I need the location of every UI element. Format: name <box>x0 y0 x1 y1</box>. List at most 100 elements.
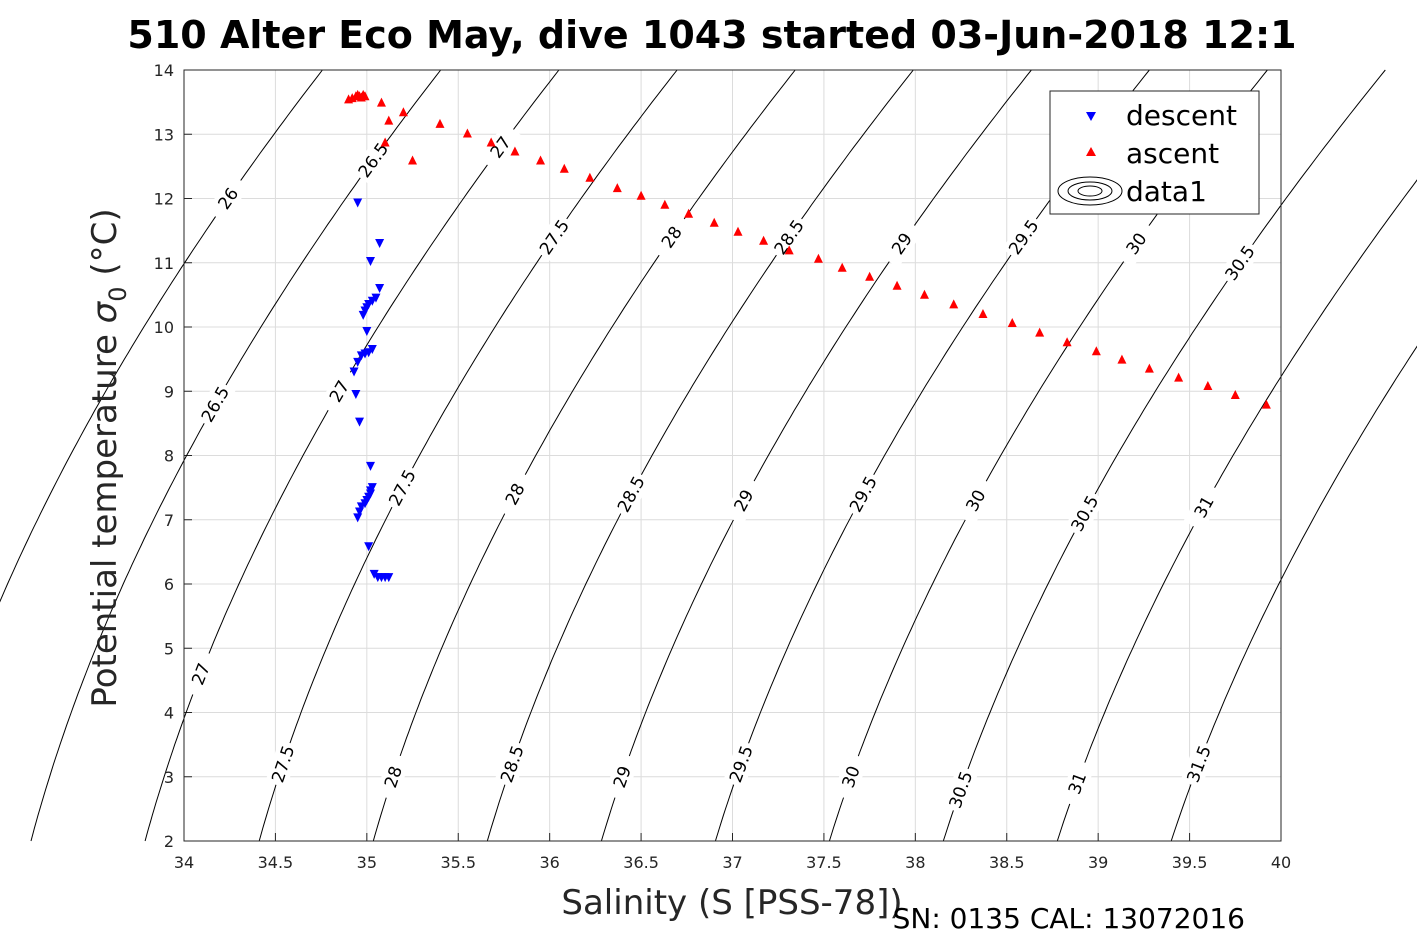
ascent-point <box>398 107 408 117</box>
contour-label-mask <box>206 174 250 223</box>
chart-title: 510 Alter Eco May, dive 1043 started 03-… <box>127 13 1296 57</box>
ascent-point <box>949 299 959 309</box>
contour-label-mask <box>723 739 759 789</box>
descent-point <box>362 326 372 336</box>
ascent-point <box>709 217 719 227</box>
contour-line <box>942 69 1386 842</box>
contour-label-mask <box>1059 758 1096 808</box>
contour-label-mask <box>375 752 411 802</box>
contour-label-mask <box>532 212 576 262</box>
contour-label-mask <box>942 765 979 815</box>
contour-label-mask <box>478 122 523 172</box>
ascent-point <box>978 309 988 319</box>
y-axis-label-symbol: σ <box>85 300 125 323</box>
ascent-point <box>536 155 546 165</box>
y-tick-label: 8 <box>164 447 174 466</box>
y-tick-label: 14 <box>154 61 174 80</box>
y-axis-label-suffix: (°C) <box>85 208 125 286</box>
x-axis-label: Salinity (S [PSS-78]) <box>561 883 902 923</box>
contour-label-mask <box>649 212 694 262</box>
contour-label-mask <box>351 135 395 185</box>
descent-point <box>355 507 365 517</box>
ascent-point <box>892 280 902 290</box>
y-axis-label-subscript: 0 <box>104 286 132 301</box>
ascent-point <box>865 271 875 281</box>
descent-point <box>351 389 361 399</box>
legend-ascent-label: ascent <box>1126 137 1219 170</box>
contour-label-mask <box>1114 219 1158 268</box>
x-tick-label: 36 <box>539 853 559 872</box>
ascent-point <box>380 137 390 147</box>
legend-data1-label: data1 <box>1126 175 1207 208</box>
ascent-point <box>1203 380 1213 390</box>
y-tick-label: 6 <box>164 575 174 594</box>
descent-point <box>375 283 385 293</box>
y-tick-label: 9 <box>164 382 174 401</box>
contour-label-mask <box>723 475 764 526</box>
contour-line <box>144 69 560 842</box>
x-tick-label: 38.5 <box>989 853 1025 872</box>
ascent-point <box>1035 327 1045 337</box>
contour-label-mask <box>955 475 996 526</box>
contour-legend-icon <box>1057 176 1123 206</box>
descent-point <box>353 357 363 367</box>
x-tick-label: 37.5 <box>806 853 842 872</box>
grid-lines <box>183 69 1282 842</box>
contour-label-mask <box>767 212 811 262</box>
ascent-point <box>1117 354 1127 364</box>
ascent-point <box>684 208 694 218</box>
contour-label-mask <box>842 469 884 519</box>
contour-label-mask <box>1218 238 1262 288</box>
descent-point <box>365 461 375 471</box>
y-tick-label: 10 <box>154 318 174 337</box>
contour-line <box>1056 179 1417 842</box>
legend-box <box>1049 90 1260 215</box>
descent-point <box>358 310 368 320</box>
ascent-point <box>660 199 670 209</box>
y-tick-label: 3 <box>164 768 174 787</box>
contour-label-mask <box>1001 212 1046 262</box>
y-tick-labels: 2 3 4 5 6 7 8 9 10 11 12 13 14 <box>154 61 174 851</box>
contour-line <box>30 69 442 842</box>
contour-label-mask <box>1183 482 1225 532</box>
x-tick-label: 40 <box>1271 853 1291 872</box>
density-contours <box>0 69 1417 842</box>
x-tick-label: 39 <box>1088 853 1108 872</box>
contour-label-mask <box>265 739 301 789</box>
ascent-point <box>486 137 496 147</box>
descent-point <box>356 351 366 361</box>
y-axis-label-prefix: Potential temperature <box>85 323 125 707</box>
descent-point <box>349 367 359 377</box>
ascent-point <box>510 146 520 156</box>
ascent-series <box>344 89 1271 409</box>
ascent-legend-marker <box>1086 147 1096 156</box>
descent-point <box>384 573 394 583</box>
contour-label-mask <box>182 649 220 699</box>
ascent-point <box>559 163 569 173</box>
x-tick-label: 34.5 <box>258 853 294 872</box>
contour-label-mask <box>318 366 360 416</box>
contour-label-mask <box>604 752 640 802</box>
descent-point <box>353 513 363 523</box>
descent-point <box>364 542 374 552</box>
x-tick-labels: 34 34.5 35 35.5 36 36.5 37 37.5 38 38.5 39 39.5 40 <box>174 853 1291 872</box>
x-tick-label: 37 <box>722 853 742 872</box>
ascent-point <box>1144 363 1154 373</box>
x-tick-label: 35.5 <box>440 853 476 872</box>
contour-label-mask <box>1064 488 1105 538</box>
ascent-point <box>1261 399 1271 409</box>
ascent-point <box>784 245 794 255</box>
contour-label-mask <box>494 469 535 519</box>
contour-line <box>372 69 796 842</box>
contour-line <box>1170 345 1417 842</box>
contour-label-mask <box>880 219 924 268</box>
contour-label-mask <box>382 463 423 513</box>
ascent-point <box>1174 372 1184 382</box>
y-tick-label: 11 <box>154 254 174 273</box>
ascent-point <box>1062 337 1072 347</box>
ascent-point <box>376 97 386 107</box>
y-tick-label: 2 <box>164 832 174 851</box>
y-tick-label: 5 <box>164 639 174 658</box>
ascent-point <box>636 190 646 200</box>
